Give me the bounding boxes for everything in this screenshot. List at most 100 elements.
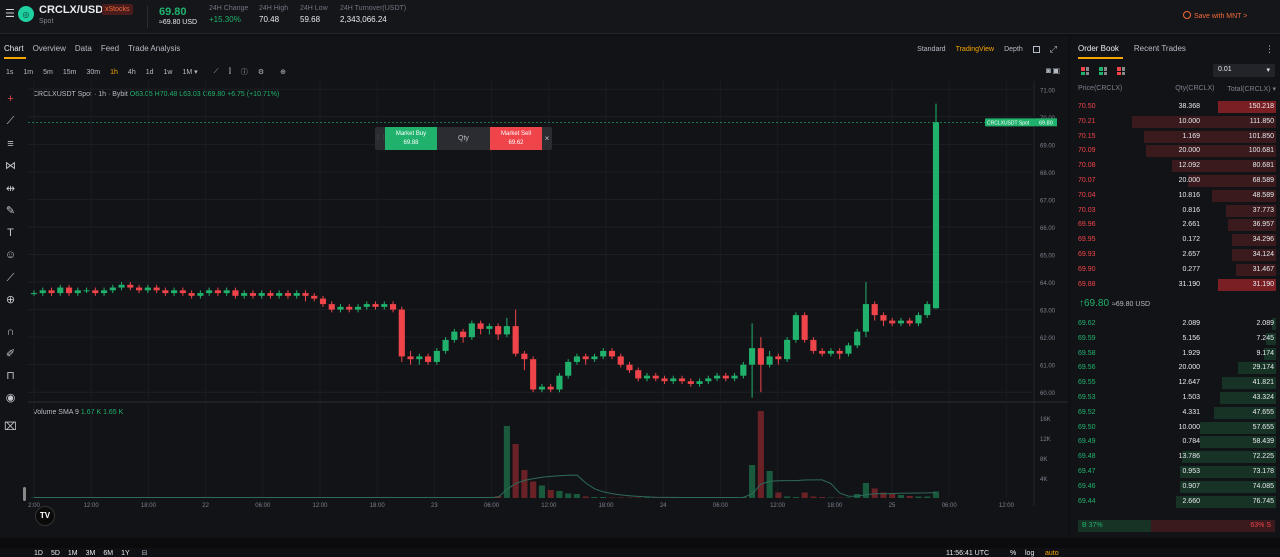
range-1m[interactable]: 1M [67, 549, 78, 557]
window-icon[interactable] [1032, 46, 1040, 53]
ask-row[interactable]: 70.09 20.000 100.681 [1071, 144, 1280, 158]
view-depth[interactable]: Depth [1004, 46, 1023, 53]
menu-icon[interactable]: ☰ [5, 8, 15, 20]
utc-clock[interactable]: 11:56:41 UTC [946, 550, 990, 557]
range-1d[interactable]: 1D [34, 549, 43, 557]
market-buy-button[interactable]: Market Buy 69.88 [385, 127, 437, 150]
pencil-lock-icon[interactable]: ✐ [5, 348, 16, 360]
tab-order-book[interactable]: Order Book [1078, 44, 1119, 53]
ask-row[interactable]: 70.21 10.000 111.850 [1071, 115, 1280, 128]
compare-icon[interactable]: ⓘ [240, 69, 248, 76]
measure-icon[interactable]: ⇹ [5, 183, 16, 195]
bid-row[interactable]: 69.53 1.503 43.324 [1071, 391, 1280, 404]
lock-icon[interactable]: ⊓ [6, 370, 15, 382]
tab-feed[interactable]: Feed [100, 44, 120, 53]
bid-row[interactable]: 69.55 12.647 41.821 [1071, 376, 1280, 390]
zoom-icon[interactable]: ⊕ [5, 294, 16, 306]
total-header[interactable]: Total(CRCLX) ▾ [1227, 86, 1276, 93]
interval-5m[interactable]: 5m [43, 68, 53, 76]
bid-row[interactable]: 69.46 0.907 74.085 [1071, 480, 1280, 493]
both-sides-icon[interactable] [1081, 67, 1089, 75]
ruler-icon[interactable]: ⟋ [6, 272, 15, 284]
date-range-icon[interactable]: ⊟ [141, 550, 148, 557]
bid-row[interactable]: 69.47 0.953 73.178 [1071, 465, 1280, 478]
pair-title[interactable]: CRCLX/USDT [39, 4, 110, 16]
trendline-icon[interactable]: ⟋ [6, 115, 15, 127]
view-standard[interactable]: Standard [917, 46, 946, 53]
fullscreen-icon[interactable]: ⤢ [1049, 44, 1057, 54]
ask-row[interactable]: 70.04 10.816 48.589 [1071, 189, 1280, 202]
ask-row[interactable]: 69.90 0.277 31.467 [1071, 263, 1280, 276]
ask-row[interactable]: 69.96 2.661 36.957 [1071, 218, 1280, 232]
interval-1h[interactable]: 1h [110, 68, 118, 76]
market-sell-button[interactable]: Market Sell 69.62 [490, 127, 542, 150]
precision-select[interactable]: 0.01 ▾ [1213, 64, 1275, 77]
range-5d[interactable]: 5D [50, 549, 60, 557]
more-icon[interactable]: ⋮ [1265, 44, 1274, 54]
tab-trade-analysis[interactable]: Trade Analysis [128, 44, 181, 53]
tab-data[interactable]: Data [74, 44, 92, 53]
settings-icon[interactable]: ⚙ [257, 69, 265, 76]
tab-recent-trades[interactable]: Recent Trades [1133, 44, 1186, 53]
drag-handle[interactable]: ⋮⋮ [375, 127, 387, 150]
qty-header: Qty(CRCLX) [1175, 85, 1215, 92]
chart-type-icon[interactable]: ⫿ [228, 68, 231, 75]
interval-1m[interactable]: 1m [23, 68, 34, 76]
ask-row[interactable]: 69.93 2.657 34.124 [1071, 248, 1280, 261]
interval-4h[interactable]: 4h [127, 68, 136, 76]
close-icon[interactable]: × [542, 127, 552, 150]
magnet-icon[interactable]: ∩ [6, 326, 15, 338]
bid-row[interactable]: 69.50 10.000 57.655 [1071, 421, 1280, 434]
ask-row[interactable]: 70.08 12.092 80.681 [1071, 159, 1280, 173]
ask-row[interactable]: 70.15 1.169 101.850 [1071, 130, 1280, 143]
add-icon[interactable]: ⊕ [280, 69, 286, 76]
interval-15m[interactable]: 15m [62, 68, 77, 76]
emoji-icon[interactable]: ☺ [4, 249, 17, 261]
save-with-mnt-link[interactable]: Save with MNT > [1183, 11, 1247, 20]
bid-row[interactable]: 69.48 13.786 72.225 [1071, 450, 1280, 464]
qty-input[interactable]: Qty [437, 127, 490, 150]
interval-1d[interactable]: 1d [145, 68, 154, 76]
bid-row[interactable]: 69.52 4.331 47.655 [1071, 406, 1280, 419]
eye-icon[interactable]: ◉ [5, 392, 16, 404]
ask-row[interactable]: 69.95 0.172 34.296 [1071, 233, 1280, 247]
lines-icon[interactable]: ≡ [7, 138, 14, 150]
interval-30m[interactable]: 30m [86, 68, 101, 76]
range-3m[interactable]: 3M [85, 549, 96, 557]
bid-row[interactable]: 69.58 1.929 9.174 [1071, 347, 1280, 360]
ask-row[interactable]: 69.88 31.190 31.190 [1071, 278, 1280, 291]
range-1y[interactable]: 1Y [121, 549, 130, 557]
pattern-icon[interactable]: ⋈ [5, 160, 16, 172]
ask-row[interactable]: 70.50 38.368 150.218 [1071, 100, 1280, 113]
bid-row[interactable]: 69.44 2.660 76.745 [1071, 495, 1280, 508]
bid-row[interactable]: 69.62 2.089 2.089 [1071, 317, 1280, 330]
x-tick-label: 18:00 [598, 503, 614, 509]
range-6m[interactable]: 6M [103, 549, 114, 557]
interval-1s[interactable]: 1s [6, 68, 14, 76]
bids-only-icon[interactable] [1099, 67, 1107, 75]
bid-row[interactable]: 69.59 5.156 7.245 [1071, 332, 1280, 345]
text-icon[interactable]: T [7, 227, 14, 239]
brush-icon[interactable]: ✎ [5, 205, 16, 217]
bid-row[interactable]: 69.56 20.000 29.174 [1071, 361, 1280, 375]
price-chart[interactable]: 71.00 70.00 69.00 68.00 67.00 66.00 65.00 64.00… [0, 36, 1068, 538]
x-tick-label: 18:00 [827, 503, 843, 509]
indicators-icon[interactable]: ⟋ [213, 68, 219, 75]
auto-scale-toggle[interactable]: auto [1045, 550, 1059, 557]
asks-only-icon[interactable] [1117, 67, 1125, 75]
camera-icon[interactable]: ◙ [1046, 66, 1051, 75]
tradingview-logo[interactable]: TV [35, 506, 55, 526]
tab-overview[interactable]: Overview [32, 44, 66, 53]
percent-scale-toggle[interactable]: % [1010, 550, 1017, 557]
crosshair-icon[interactable]: + [7, 93, 14, 105]
tab-chart[interactable]: Chart [4, 44, 24, 53]
log-scale-toggle[interactable]: log [1025, 550, 1035, 557]
view-tradingview[interactable]: TradingView [955, 46, 995, 53]
interval-1w[interactable]: 1w [163, 68, 173, 76]
layout-icon[interactable]: ▣ [1052, 66, 1060, 75]
trash-icon[interactable]: ⌧ [4, 421, 17, 433]
interval-1M[interactable]: 1M ▾ [182, 69, 198, 76]
bid-row[interactable]: 69.49 0.784 58.439 [1071, 435, 1280, 449]
ask-row[interactable]: 70.07 20.000 68.589 [1071, 174, 1280, 187]
ask-row[interactable]: 70.03 0.816 37.773 [1071, 204, 1280, 217]
